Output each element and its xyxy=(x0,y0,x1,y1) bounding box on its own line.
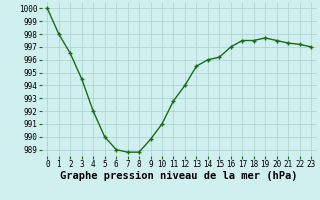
X-axis label: Graphe pression niveau de la mer (hPa): Graphe pression niveau de la mer (hPa) xyxy=(60,171,298,181)
